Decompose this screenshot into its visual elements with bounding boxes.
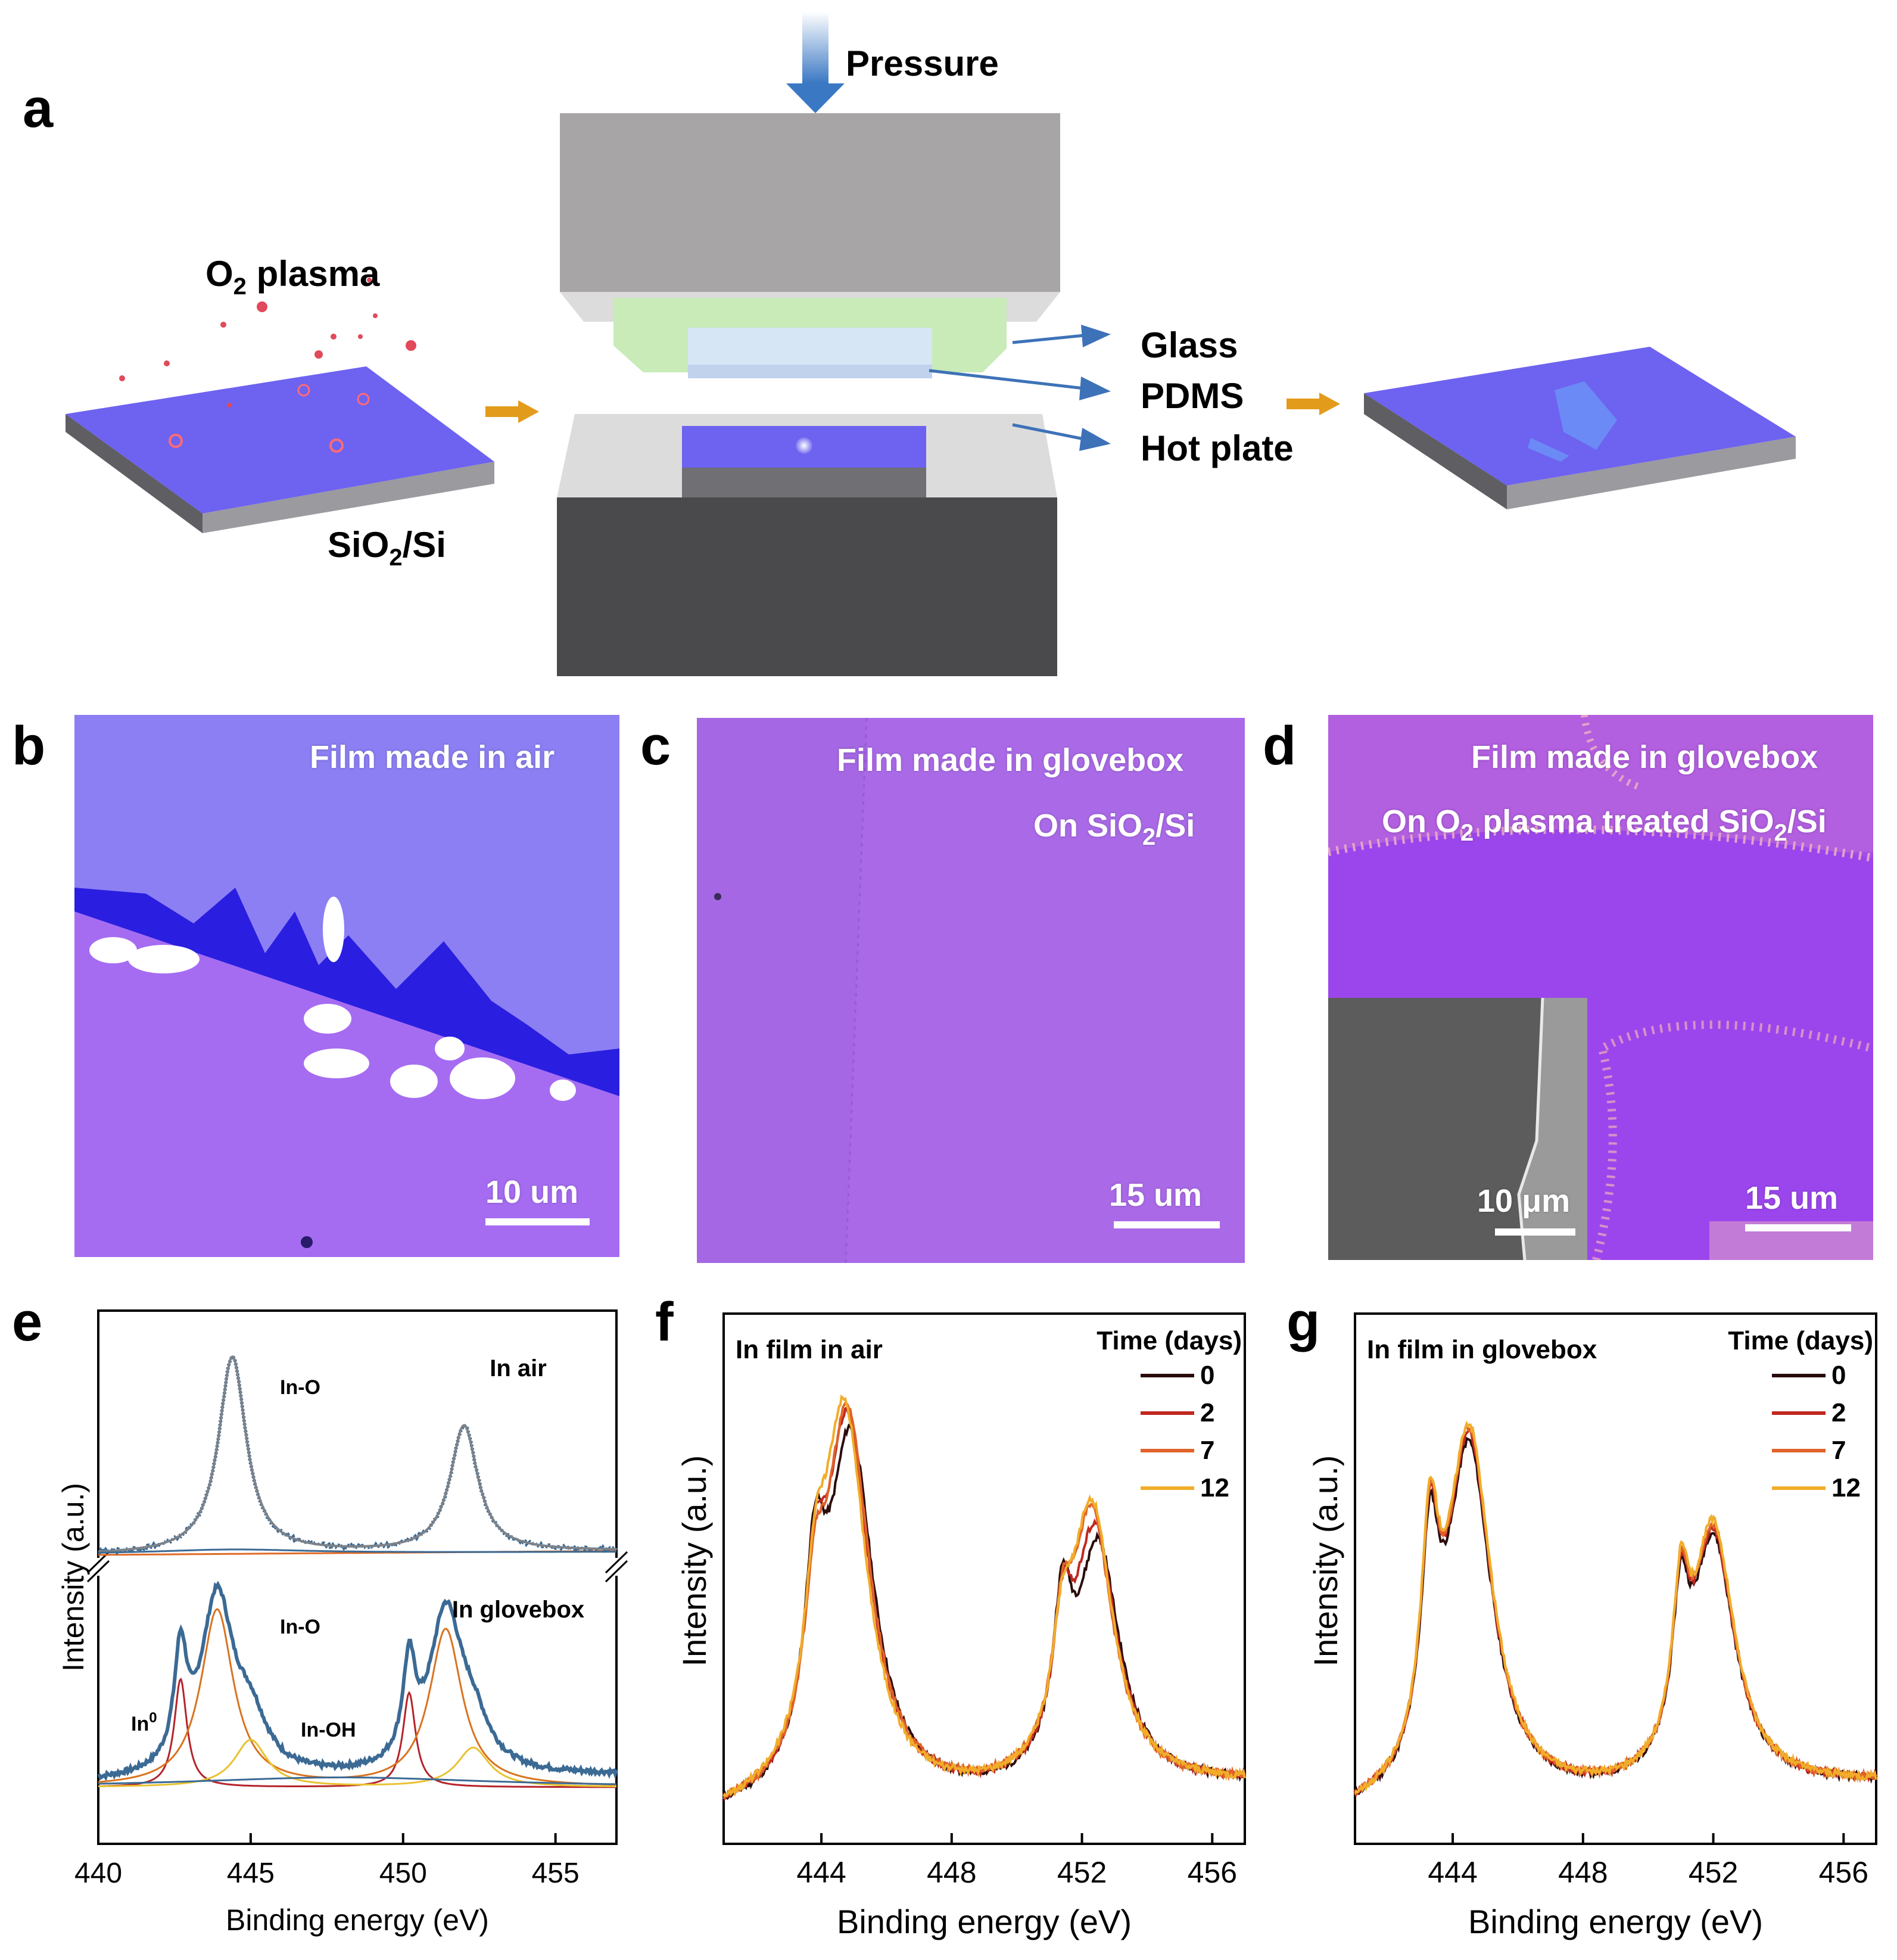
panel-d-letter: d [1263, 715, 1297, 776]
inset-scalebar [1495, 1228, 1575, 1236]
chart-e-xtick-label: 450 [379, 1858, 427, 1889]
chart-e-annot-in-o-bottom: In-O [280, 1616, 320, 1638]
chart-f-xtick-label: 456 [1188, 1856, 1237, 1889]
chart-g-title: In film in glovebox [1367, 1335, 1597, 1364]
chart-g: g 444 448 452 456 Binding energy (eV) Intensit… [1287, 1293, 1877, 1940]
chart-e-glovebox-in-o [98, 1608, 617, 1786]
chart-e-air-data [98, 1353, 618, 1556]
panel-d-label: Film made in glovebox [1471, 739, 1818, 775]
process-arrow-1 [485, 400, 539, 423]
chart-f-series-2 [722, 1406, 1246, 1802]
chart-e: e 440 445 450 455 Binding energy (eV) Intensit… [12, 1293, 628, 1937]
chart-f-series-12 [722, 1394, 1246, 1797]
panel-c-scalebar [1114, 1221, 1220, 1228]
panel-c-sublabel: On SiO2/Si [1033, 808, 1195, 850]
left-wafer [66, 366, 494, 533]
panel-b-label: Film made in air [310, 739, 555, 775]
chart-f-legend-label-2: 2 [1200, 1398, 1214, 1427]
chart-e-xtick-label: 445 [227, 1858, 275, 1889]
chart-e-annot-in-glovebox: In glovebox [452, 1597, 584, 1623]
chart-g-legend-label-0: 0 [1831, 1361, 1846, 1390]
chart-e-annot-in-air: In air [490, 1355, 547, 1382]
chart-e-air-background2 [98, 1548, 616, 1554]
chart-e-break-gap [92, 1558, 622, 1576]
inset-scale-text: 10 μm [1477, 1183, 1571, 1219]
chart-e-ylabel: Intensity (a.u.) [57, 1483, 90, 1672]
chart-f-series-0 [722, 1423, 1246, 1800]
panel-e-letter: e [12, 1293, 42, 1352]
chart-e-glovebox-in-glovebox-data [97, 1581, 618, 1782]
chart-g-legend-label-12: 12 [1831, 1473, 1861, 1502]
micrograph-d: Film made in glovebox On O2 plasma treat… [1328, 715, 1873, 1260]
chart-e-break-mark [605, 1560, 628, 1583]
chart-f-ylabel: Intensity (a.u.) [675, 1455, 713, 1667]
chart-g-legend-title: Time (days) [1728, 1326, 1873, 1355]
pressure-label: Pressure [846, 43, 999, 83]
sem-inset: 10 μm [1328, 998, 1587, 1260]
chart-g-xtick-label: 456 [1819, 1856, 1868, 1889]
chart-f-legend-label-0: 0 [1200, 1361, 1214, 1390]
chart-f-xtick-label: 444 [796, 1856, 846, 1889]
chart-e-air-fit [98, 1355, 616, 1553]
panel-g-letter: g [1287, 1293, 1320, 1352]
chart-g-xtick-label: 452 [1689, 1856, 1738, 1889]
hot-plate [557, 497, 1057, 676]
chart-f-xlabel: Binding energy (eV) [837, 1903, 1132, 1940]
chart-g-legend-label-2: 2 [1831, 1398, 1846, 1427]
plasma-dots [119, 278, 416, 453]
chart-f-xtick-label: 448 [927, 1856, 976, 1889]
chart-e-xlabel: Binding energy (eV) [226, 1903, 489, 1937]
panel-c-scale-text: 15 um [1109, 1177, 1203, 1213]
chart-f-xtick-label: 452 [1057, 1856, 1107, 1889]
panel-b-scalebar [485, 1218, 590, 1225]
chart-f-legend-label-7: 7 [1200, 1436, 1214, 1465]
micrograph-b: Film made in air 10 um [74, 715, 619, 1257]
panel-d-scalebar [1745, 1224, 1851, 1231]
chart-e-break-mark [86, 1560, 110, 1583]
panel-a-schematic [66, 12, 1796, 676]
chart-f-series-7 [722, 1401, 1246, 1800]
chart-e-frame [97, 1309, 618, 1845]
chart-g-xtick-label: 448 [1558, 1856, 1608, 1889]
chart-f-legend-label-12: 12 [1200, 1473, 1229, 1502]
panel-a-letter: a [23, 78, 54, 139]
chart-e-break-mark [605, 1551, 628, 1574]
substrate-label: SiO2/Si [328, 525, 446, 571]
chart-g-frame [1354, 1312, 1877, 1845]
panel-f-letter: f [655, 1293, 674, 1352]
panel-d-scale-text: 15 um [1745, 1180, 1839, 1216]
chart-g-xtick-label: 444 [1428, 1856, 1477, 1889]
panel-d-sublabel: On O2 plasma treated SiO2/Si [1382, 804, 1827, 846]
chart-f: f 444 448 452 456 Binding energy (eV) Intensit… [655, 1293, 1246, 1940]
chart-e-xtick-label: 440 [74, 1858, 122, 1889]
xps-charts: e 440 445 450 455 Binding energy (eV) Intensit… [12, 1293, 1877, 1940]
micrograph-c: Film made in glovebox On SiO2/Si 15 um [697, 718, 1245, 1263]
hot-plate-label: Hot plate [1141, 428, 1294, 468]
chart-e-annot-in-o-top: In-O [280, 1376, 320, 1399]
glass-label: Glass [1141, 325, 1238, 365]
pressure-arrow [786, 12, 845, 113]
chart-e-annot-in0: In0 [131, 1710, 157, 1735]
panel-c-label: Film made in glovebox [837, 742, 1184, 778]
chart-g-xlabel: Binding energy (eV) [1468, 1903, 1763, 1940]
chart-f-title: In film in air [736, 1335, 883, 1364]
pointer-arrows [929, 325, 1111, 451]
chart-g-ylabel: Intensity (a.u.) [1307, 1455, 1344, 1667]
chart-e-xtick-label: 455 [532, 1858, 580, 1889]
panel-c-letter: c [640, 715, 671, 776]
panel-b-letter: b [12, 715, 46, 776]
chart-f-frame [722, 1312, 1246, 1845]
chart-f-legend-title: Time (days) [1097, 1326, 1242, 1355]
process-arrow-2 [1287, 393, 1340, 415]
o2-plasma-label: O2 plasma [205, 254, 380, 300]
top-press [560, 113, 1060, 292]
chart-e-glovebox-background [98, 1777, 616, 1785]
right-wafer [1364, 347, 1796, 509]
pdms-label: PDMS [1141, 376, 1244, 416]
chart-g-series-12 [1354, 1420, 1877, 1794]
chart-e-annot-in-oh: In-OH [301, 1719, 356, 1741]
chart-e-glovebox-in0 [98, 1677, 616, 1788]
panel-b-scale-text: 10 um [485, 1174, 579, 1210]
chart-g-legend-label-7: 7 [1831, 1436, 1846, 1465]
